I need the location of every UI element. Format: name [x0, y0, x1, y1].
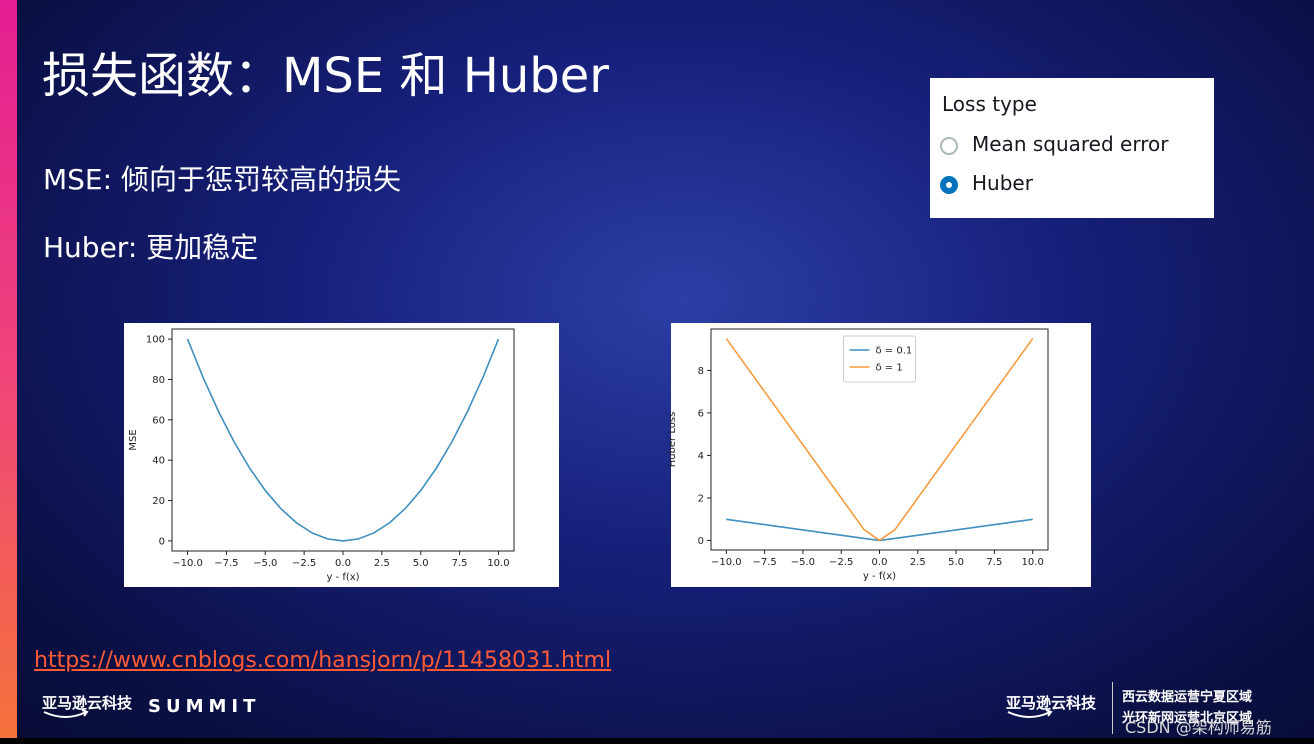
x-axis-label: y - f(x) [326, 572, 359, 583]
radio-option[interactable]: Huber [940, 171, 1033, 195]
bullet: Huber: 更加稳定 [43, 231, 259, 264]
plot-frame [171, 328, 515, 552]
y-tick-label: 8 [698, 366, 704, 377]
y-tick-label: 4 [698, 451, 704, 462]
y-tick-label: 60 [152, 415, 165, 426]
y-tick-label: 0 [698, 536, 704, 547]
x-tick-label: −7.5 [214, 558, 238, 569]
y-axis-label: Huber Loss [667, 412, 678, 468]
bottom-edge [0, 738, 1314, 744]
option-label: Huber [972, 171, 1033, 195]
line [725, 338, 1034, 542]
y-tick-label: 100 [146, 335, 165, 346]
y-tick-label: 2 [698, 493, 704, 504]
region: 西云数据运营宁夏区域 [1122, 690, 1253, 705]
legend-box [843, 335, 916, 383]
legend-label: δ = 0.1 [876, 346, 913, 357]
y-axis-label: MSE [128, 429, 139, 450]
watermark: CSDN @架构师易筋 [1125, 718, 1272, 737]
brand: 亚马逊云科技 [1006, 694, 1097, 712]
bullet: MSE: 倾向于惩罚较高的损失 [43, 163, 401, 196]
x-tick-label: 10.0 [1022, 557, 1044, 568]
x-tick-label: 2.5 [910, 557, 926, 568]
x-tick-label: 5.0 [948, 557, 964, 568]
y-tick-label: 80 [152, 375, 165, 386]
y-tick-label: 40 [152, 456, 165, 467]
x-tick-label: 10.0 [487, 558, 509, 569]
region: 光环新网运营北京区域 [1122, 711, 1253, 726]
x-tick-label: 0.0 [872, 557, 888, 568]
panel-label: Loss type [942, 92, 1037, 116]
radio-option[interactable]: Mean squared error [940, 132, 1168, 156]
y-tick-label: 20 [152, 496, 165, 507]
plot-frame [710, 328, 1049, 551]
x-tick-label: −7.5 [752, 557, 776, 568]
slide-title: 损失函数：MSE 和 Huber [42, 48, 609, 104]
x-tick-label: 0.0 [335, 558, 351, 569]
divider [1112, 682, 1113, 734]
loss-type-panel: Loss type Mean squared error Huber [930, 78, 1214, 218]
x-tick-label: 2.5 [374, 558, 390, 569]
event: SUMMIT [148, 696, 261, 717]
x-tick-label: 7.5 [986, 557, 1002, 568]
option-label: Mean squared error [972, 132, 1169, 156]
accent-bar [0, 0, 17, 744]
x-tick-label: −5.0 [791, 557, 815, 568]
brand: 亚马逊云科技 [42, 694, 133, 712]
y-tick-label: 6 [698, 408, 704, 419]
x-axis-label: y - f(x) [863, 571, 896, 582]
x-tick-label: −10.0 [711, 557, 742, 568]
legend-label: δ = 1 [876, 363, 903, 374]
brand-smile [43, 709, 89, 718]
x-tick-label: 5.0 [413, 558, 429, 569]
line [186, 338, 500, 542]
brand-smile [1007, 709, 1053, 718]
radio-button[interactable] [940, 136, 958, 155]
x-tick-label: 7.5 [452, 558, 468, 569]
chart-background [124, 323, 559, 587]
radio-button[interactable] [940, 175, 958, 194]
x-tick-label: −10.0 [172, 558, 203, 569]
y-tick-label: 0 [159, 536, 165, 547]
x-tick-label: −2.5 [292, 558, 316, 569]
x-tick-label: −5.0 [253, 558, 277, 569]
link[interactable]: https://www.cnblogs.com/hansjorn/p/11458… [34, 648, 612, 673]
x-tick-label: −2.5 [829, 557, 853, 568]
